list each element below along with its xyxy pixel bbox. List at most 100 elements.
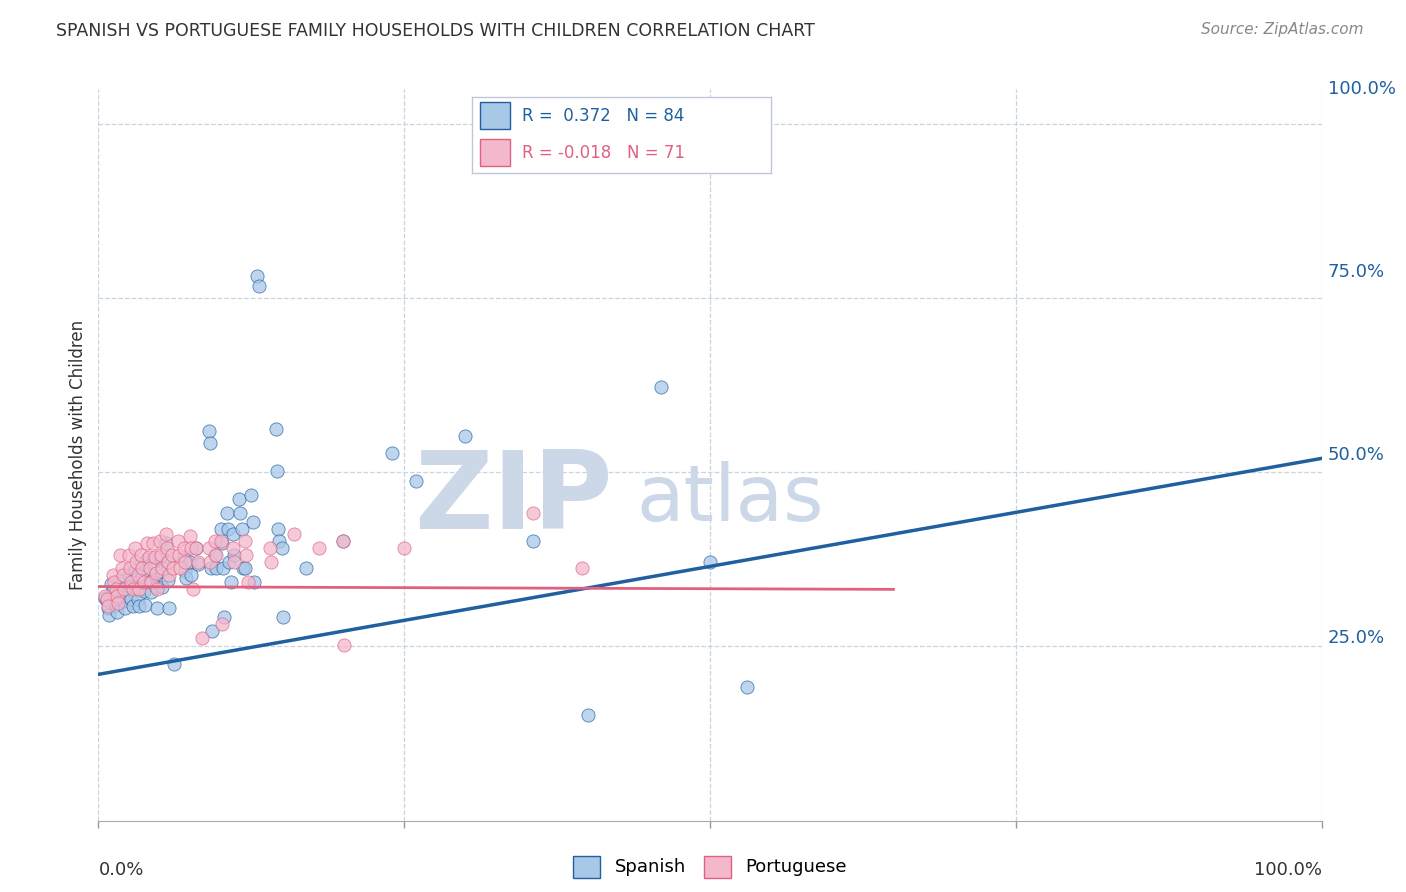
Text: 100.0%: 100.0%	[1254, 861, 1322, 879]
Point	[97, 601, 120, 615]
Point	[111, 568, 134, 582]
Point	[157, 574, 180, 588]
Point	[97, 599, 120, 613]
Point	[114, 601, 136, 615]
Point	[381, 446, 404, 460]
Point	[131, 570, 153, 584]
Point	[93, 591, 115, 605]
Point	[111, 587, 134, 601]
Point	[212, 561, 235, 575]
Point	[127, 568, 149, 582]
Point	[650, 380, 672, 394]
Legend: Spanish, Portuguese: Spanish, Portuguese	[565, 848, 855, 885]
Point	[571, 561, 593, 575]
Point	[167, 548, 190, 562]
Point	[247, 278, 270, 293]
Point	[124, 563, 146, 577]
Point	[167, 533, 190, 548]
Point	[163, 657, 186, 671]
Text: ZIP: ZIP	[413, 446, 612, 552]
Point	[233, 533, 256, 548]
Point	[576, 707, 599, 722]
Point	[271, 610, 294, 624]
Point	[308, 541, 330, 555]
Point	[105, 590, 128, 604]
Point	[180, 568, 202, 582]
Point	[112, 582, 135, 597]
Point	[222, 541, 245, 555]
Point	[174, 554, 197, 568]
Point	[129, 558, 152, 572]
Point	[283, 526, 305, 541]
Point	[235, 548, 257, 562]
Point	[169, 561, 191, 575]
Point	[156, 554, 179, 568]
Point	[392, 541, 416, 555]
Point	[138, 566, 160, 581]
Point	[332, 533, 354, 548]
Point	[111, 561, 134, 575]
Point	[96, 594, 118, 608]
Point	[143, 550, 166, 565]
Point	[118, 548, 141, 562]
Point	[128, 599, 150, 613]
Point	[120, 561, 142, 575]
Point	[146, 601, 169, 615]
Text: atlas: atlas	[637, 461, 824, 537]
Point	[150, 561, 173, 575]
Point	[699, 554, 721, 568]
Point	[173, 550, 195, 565]
Point	[197, 541, 219, 555]
Point	[149, 564, 172, 578]
Point	[142, 556, 165, 570]
Point	[231, 523, 253, 537]
Point	[264, 422, 287, 436]
Point	[127, 592, 149, 607]
Point	[132, 575, 155, 590]
Point	[136, 552, 159, 566]
Point	[295, 561, 318, 575]
Text: 50.0%: 50.0%	[1327, 446, 1385, 464]
Point	[155, 536, 177, 550]
Point	[173, 541, 195, 555]
Point	[735, 680, 758, 694]
Point	[186, 554, 208, 568]
Point	[270, 541, 294, 555]
Point	[198, 436, 221, 450]
Point	[110, 548, 132, 562]
Point	[118, 568, 141, 582]
Point	[215, 506, 238, 520]
Point	[157, 568, 180, 582]
Point	[138, 550, 160, 565]
Point	[120, 580, 142, 594]
Point	[269, 533, 291, 548]
Point	[217, 523, 239, 537]
Point	[405, 474, 427, 488]
Point	[157, 554, 180, 568]
Point	[214, 610, 236, 624]
Point	[333, 638, 356, 652]
Point	[186, 541, 208, 555]
Y-axis label: Family Households with Children: Family Households with Children	[69, 320, 87, 590]
Point	[121, 582, 143, 597]
Point	[259, 541, 281, 555]
Point	[209, 523, 232, 537]
Point	[103, 575, 125, 590]
Point	[218, 554, 240, 568]
Point	[179, 554, 201, 568]
Point	[131, 561, 153, 575]
Point	[229, 506, 252, 520]
Point	[224, 548, 246, 562]
Text: SPANISH VS PORTUGUESE FAMILY HOUSEHOLDS WITH CHILDREN CORRELATION CHART: SPANISH VS PORTUGUESE FAMILY HOUSEHOLDS …	[56, 22, 815, 40]
Point	[224, 554, 246, 568]
Point	[105, 605, 128, 619]
Point	[101, 583, 124, 598]
Point	[209, 533, 232, 548]
Text: 0.0%: 0.0%	[98, 861, 143, 879]
Point	[332, 533, 354, 548]
Point	[522, 533, 544, 548]
Text: 75.0%: 75.0%	[1327, 263, 1385, 281]
Point	[93, 590, 115, 604]
Point	[201, 624, 224, 639]
Point	[103, 591, 125, 605]
